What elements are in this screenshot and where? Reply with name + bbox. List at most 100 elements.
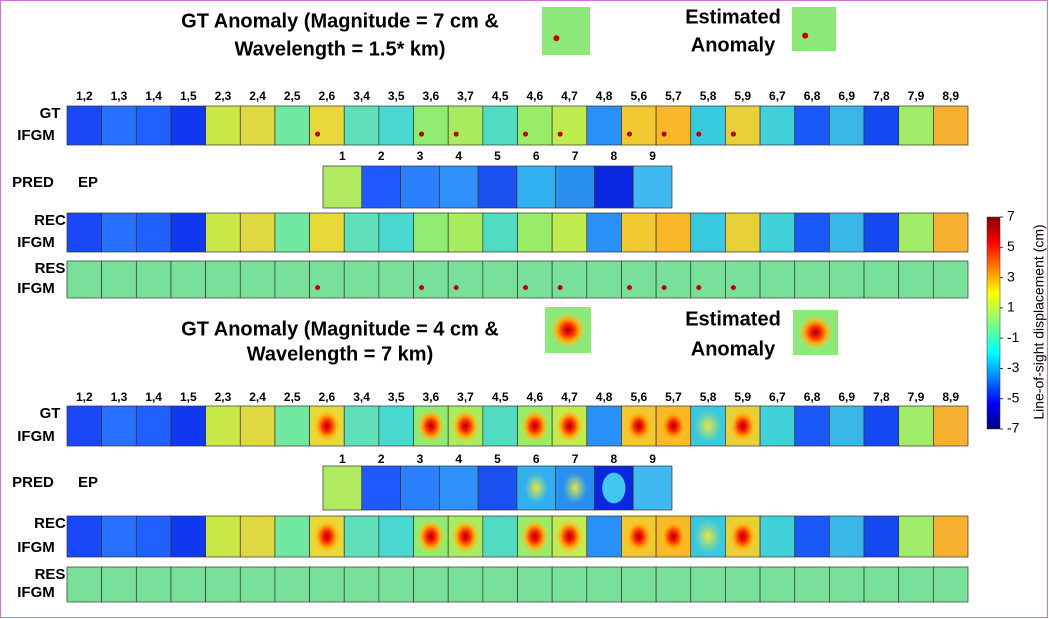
rec-blob bbox=[660, 519, 688, 553]
pair-label: 4,5 bbox=[492, 89, 509, 103]
epoch-label: 9 bbox=[649, 452, 656, 466]
gt-anomaly-image-dot bbox=[553, 35, 559, 41]
res-tile bbox=[656, 261, 691, 298]
gt-tile bbox=[587, 106, 622, 145]
res-tile bbox=[795, 261, 830, 298]
rec-tile bbox=[67, 516, 102, 557]
pair-label: 5,8 bbox=[700, 89, 717, 103]
res-tile bbox=[379, 567, 414, 602]
gt-anomaly-image-blob bbox=[551, 313, 586, 348]
rec-tile bbox=[240, 213, 275, 252]
gt-tile bbox=[136, 106, 171, 145]
pair-label: 2,4 bbox=[249, 89, 266, 103]
pair-label: 2,5 bbox=[284, 89, 301, 103]
pair-label: 1,5 bbox=[180, 89, 197, 103]
panel-title: GT Anomaly (Magnitude = 4 cm & bbox=[181, 318, 499, 340]
pair-label: 6,8 bbox=[804, 89, 821, 103]
gt-anomaly-image bbox=[542, 7, 590, 55]
gt-tile bbox=[171, 106, 206, 145]
res-dot bbox=[627, 285, 632, 290]
res-tile bbox=[518, 567, 553, 602]
estimated-anomaly-image-blob bbox=[798, 315, 832, 349]
gt-tile bbox=[518, 106, 553, 145]
pair-label: 4,6 bbox=[526, 89, 543, 103]
rec-tile bbox=[275, 213, 310, 252]
rec-tile bbox=[67, 213, 102, 252]
gt-blob bbox=[660, 409, 688, 443]
pair-label: 1,2 bbox=[76, 390, 93, 404]
res-tile bbox=[691, 567, 726, 602]
gt-tile bbox=[67, 406, 102, 446]
res-tile bbox=[483, 567, 518, 602]
pair-label: 7,8 bbox=[873, 390, 890, 404]
epoch-label: 4 bbox=[455, 452, 462, 466]
epoch-label: 6 bbox=[533, 452, 540, 466]
epoch-label: 9 bbox=[649, 149, 656, 163]
pair-label: 1,4 bbox=[145, 390, 162, 404]
gt-blob bbox=[452, 409, 480, 443]
row-label: REC bbox=[34, 515, 66, 532]
pair-label: 7,9 bbox=[908, 390, 925, 404]
pair-label: 1,3 bbox=[111, 89, 128, 103]
rec-blob bbox=[694, 519, 722, 553]
res-tile bbox=[760, 261, 795, 298]
pair-label: 1,2 bbox=[76, 89, 93, 103]
rec-tile bbox=[795, 213, 830, 252]
estimated-anomaly-image bbox=[792, 7, 836, 51]
rec-tile bbox=[344, 516, 379, 557]
row-label: IFGM bbox=[17, 584, 55, 601]
pred-tile bbox=[401, 166, 440, 208]
rec-blob bbox=[452, 519, 480, 553]
res-tile bbox=[552, 567, 587, 602]
gt-tile bbox=[448, 106, 483, 145]
gt-blob bbox=[694, 409, 722, 443]
gt-tile bbox=[933, 406, 968, 446]
gt-dot bbox=[315, 132, 320, 137]
gt-tile bbox=[587, 406, 622, 446]
pair-label: 6,8 bbox=[804, 390, 821, 404]
rec-tile bbox=[829, 516, 864, 557]
rec-tile bbox=[379, 516, 414, 557]
row-label: REC bbox=[34, 212, 66, 229]
row-label: IFGM bbox=[17, 539, 55, 556]
rec-tile bbox=[240, 516, 275, 557]
rec-tile bbox=[587, 213, 622, 252]
res-tile bbox=[379, 261, 414, 298]
estimated-anomaly-image-dot bbox=[802, 33, 808, 39]
pair-label: 4,7 bbox=[561, 89, 578, 103]
estimated-label: Anomaly bbox=[691, 338, 776, 360]
rec-blob bbox=[556, 519, 584, 553]
gt-tile bbox=[240, 106, 275, 145]
epoch-label: 5 bbox=[494, 452, 501, 466]
res-tile bbox=[67, 261, 102, 298]
res-tile bbox=[899, 567, 934, 602]
res-tile bbox=[310, 567, 345, 602]
figure: GT Anomaly (Magnitude = 7 cm &Wavelength… bbox=[0, 0, 1049, 619]
gt-tile bbox=[864, 106, 899, 145]
gt-tile bbox=[344, 106, 379, 145]
pair-label: 4,8 bbox=[596, 390, 613, 404]
estimated-label: Anomaly bbox=[691, 34, 776, 56]
res-tile bbox=[795, 567, 830, 602]
pair-label: 2,4 bbox=[249, 390, 266, 404]
gt-tile bbox=[344, 406, 379, 446]
gt-tile bbox=[379, 406, 414, 446]
pred-tile bbox=[633, 166, 672, 208]
pair-label: 8,9 bbox=[942, 390, 959, 404]
gt-dot bbox=[627, 132, 632, 137]
rec-tile bbox=[864, 213, 899, 252]
row-label: RES bbox=[35, 260, 66, 277]
rec-tile bbox=[760, 516, 795, 557]
rec-tile bbox=[725, 213, 760, 252]
res-tile bbox=[483, 261, 518, 298]
pair-label: 6,9 bbox=[838, 390, 855, 404]
rec-tile bbox=[171, 213, 206, 252]
pred-tile bbox=[401, 466, 440, 510]
gt-tile bbox=[760, 406, 795, 446]
pair-label: 2,3 bbox=[215, 390, 232, 404]
pair-label: 1,3 bbox=[111, 390, 128, 404]
colorbar-tick-label: 3 bbox=[1007, 268, 1015, 284]
gt-tile bbox=[206, 106, 241, 145]
gt-tile bbox=[379, 106, 414, 145]
epoch-label: 2 bbox=[378, 452, 385, 466]
